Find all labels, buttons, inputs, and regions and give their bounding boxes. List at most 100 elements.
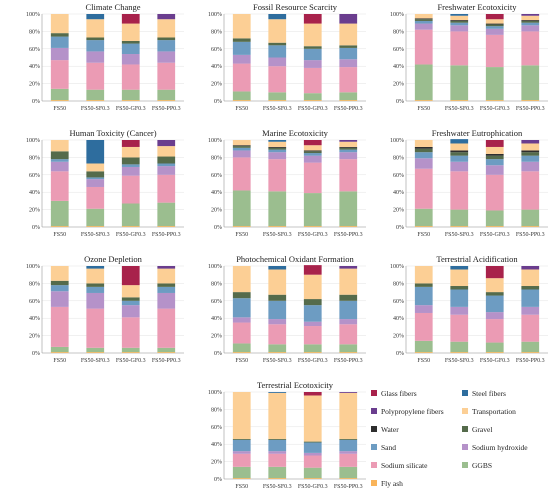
x-tick-label: FS50-SF0.3 [263,106,292,112]
bar-segment [339,149,358,153]
legend-swatch [462,390,468,396]
bar-segment [86,37,105,41]
bar-segment [268,66,287,93]
bar-segment [50,266,69,281]
bar-segment [521,209,540,227]
bar-segment [339,266,358,269]
bar-segment [86,163,105,172]
y-tick-label: 20% [211,82,222,88]
bar-segment [521,314,540,342]
bar-segment [157,156,176,164]
bar-segment [303,455,322,468]
y-tick-label: 100% [208,138,222,144]
bar-segment [303,352,322,353]
bar-segment [521,100,540,101]
bar-segment [450,341,469,353]
bar-segment [50,88,69,101]
bar-segment [121,54,140,65]
y-tick-label: 40% [29,316,40,322]
bar-segment [232,292,251,299]
bar-segment [339,438,358,440]
bar-segment [521,143,540,151]
bar-segment [232,145,251,147]
y-tick-label: 20% [393,208,404,214]
bar-segment [121,175,140,204]
bar-segment [303,299,322,306]
bar-segment [339,141,358,147]
bar-segment [232,298,251,318]
bar-segment [232,38,251,42]
y-tick-label: 0% [214,351,222,357]
bar-segment [268,147,287,150]
bar-segment [303,162,322,194]
chart-panel: Freshwater Ecotoxicity 0% 20% 40% 60% 80% 100%… [390,2,548,112]
x-tick-label: FS50 [417,358,430,364]
bar-segment [485,100,504,101]
legend-swatch [371,390,377,396]
bar-segment [121,226,140,227]
bar-segment [450,152,469,156]
bar-segment [268,146,287,148]
bar-segment [86,286,105,293]
bar-segment [50,346,69,353]
bar-segment [50,36,69,48]
bar-segment [450,171,469,210]
bar-segment [339,191,358,227]
legend-swatch [462,408,468,414]
bar-segment [414,352,433,353]
bar-segment [268,453,287,467]
bar-segment [339,324,358,345]
bar-segment [521,25,540,32]
bar-segment [268,478,287,479]
bar-segment [303,395,322,442]
bar-segment [157,40,176,52]
bar-segment [121,23,140,41]
bar-segment [86,266,105,269]
panel-title: Freshwater Ecotoxicity [437,2,517,12]
bar-segment [157,19,176,38]
bar-segment [521,152,540,156]
bar-segment [121,166,140,176]
bar-segment [303,14,322,24]
bar-segment [414,146,433,149]
bar-segment [268,42,287,46]
x-tick-label: FS50 [235,106,248,112]
panel-title: Terrestrial Acidification [436,254,518,264]
legend-swatch [371,426,377,432]
bar-segment [268,324,287,345]
legend-label: Steel fibers [472,389,506,398]
bar-segment [450,352,469,353]
y-tick-label: 80% [211,281,222,287]
bar-segment [157,286,176,293]
bar-segment [121,14,140,24]
bar-segment [303,46,322,49]
bar-segment [86,352,105,353]
x-tick-label: FS50-PP0.3 [334,358,363,364]
bar-segment [50,100,69,101]
bar-segment [521,20,540,21]
bar-segment [86,14,105,20]
bar-segment [339,478,358,479]
bar-segment [232,317,251,323]
bar-segment [485,146,504,154]
bar-segment [414,305,433,313]
bar-segment [485,174,504,211]
legend-label: Polypropylene fibers [381,407,444,416]
bar-segment [157,62,176,90]
x-tick-label: FS50 [235,232,248,238]
legend-label: Glass fibers [381,389,417,398]
bar-segment [414,148,433,153]
bar-segment [303,67,322,94]
bar-segment [339,152,358,160]
x-tick-label: FS50-GF0.3 [298,484,328,490]
y-tick-label: 20% [211,208,222,214]
bar-segment [450,209,469,227]
bar-segment [339,226,358,227]
bar-segment [414,23,433,30]
x-tick-label: FS50-GF0.3 [116,358,146,364]
bar-segment [339,147,358,150]
bar-segment [268,439,287,452]
bar-segment [485,352,504,353]
bar-segment [485,278,504,293]
legend-swatch [462,462,468,468]
